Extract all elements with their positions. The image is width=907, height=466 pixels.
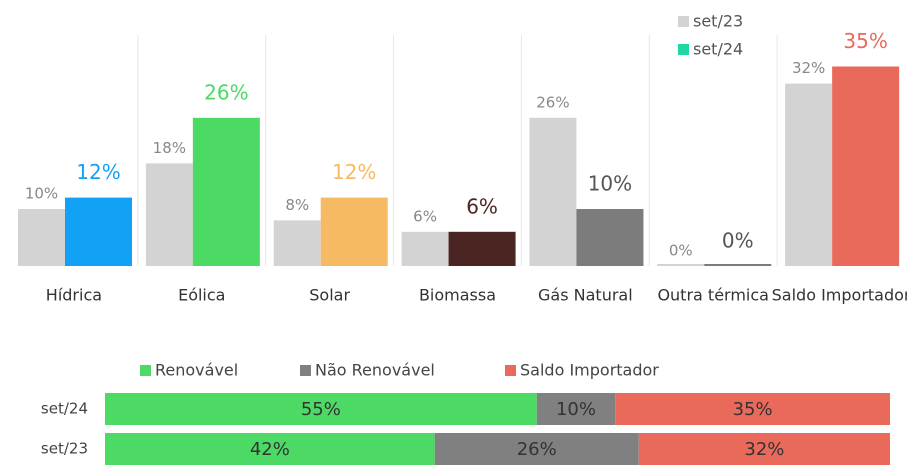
value-label: 35% [733,399,773,420]
x-tick-label: Biomassa [419,286,496,305]
legend-label: Saldo Importador [520,361,659,380]
value-label: 26% [204,80,248,104]
bar [273,220,321,266]
value-label: 12% [332,160,376,184]
value-label: 10% [25,185,58,203]
value-label: 10% [556,399,596,420]
x-tick-label: Outra térmica [657,286,769,305]
bar [529,117,577,266]
bar [785,83,833,266]
legend-swatch [678,44,689,55]
x-tick-label: Solar [309,286,350,305]
bar [448,231,516,266]
value-label: 6% [466,194,498,218]
value-label: 32% [744,439,784,460]
legend-label: Renovável [155,361,238,380]
legend-label: Não Renovável [315,361,435,380]
value-label: 0% [722,229,754,253]
legend-swatch [300,365,311,376]
legend-swatch [678,16,689,27]
legend-label: set/24 [693,40,743,59]
x-tick-label: Saldo Importador [772,286,907,305]
value-label: 18% [153,139,186,157]
value-label: 26% [536,93,569,111]
bar [65,197,132,266]
value-label: 32% [792,59,825,77]
bar-segment [638,433,890,465]
bar-segment [105,393,537,425]
x-tick-label: Gás Natural [538,286,633,305]
bar [576,209,644,266]
bar-segment [434,433,639,465]
bar-segment [615,393,890,425]
legend-label: set/23 [693,12,743,31]
bar-segment [105,433,435,465]
x-tick-label: Hídrica [46,286,102,305]
x-tick-label: Eólica [178,286,225,305]
bar [657,264,705,266]
bar [320,197,388,266]
bar [401,231,449,266]
bar [192,117,260,266]
value-label: 35% [843,29,887,53]
bar-segment [536,393,616,425]
value-label: 10% [588,172,632,196]
value-label: 55% [301,399,341,420]
legend-swatch [140,365,151,376]
bar [18,209,65,266]
y-tick-label: set/24 [41,400,88,418]
bar [145,163,193,266]
value-label: 26% [517,439,557,460]
bar [704,264,772,266]
y-tick-label: set/23 [41,440,88,458]
value-label: 8% [285,196,309,214]
value-label: 12% [76,160,120,184]
bar [832,66,900,266]
legend-swatch [505,365,516,376]
value-label: 6% [413,207,437,225]
value-label: 0% [669,242,693,260]
value-label: 42% [250,439,290,460]
